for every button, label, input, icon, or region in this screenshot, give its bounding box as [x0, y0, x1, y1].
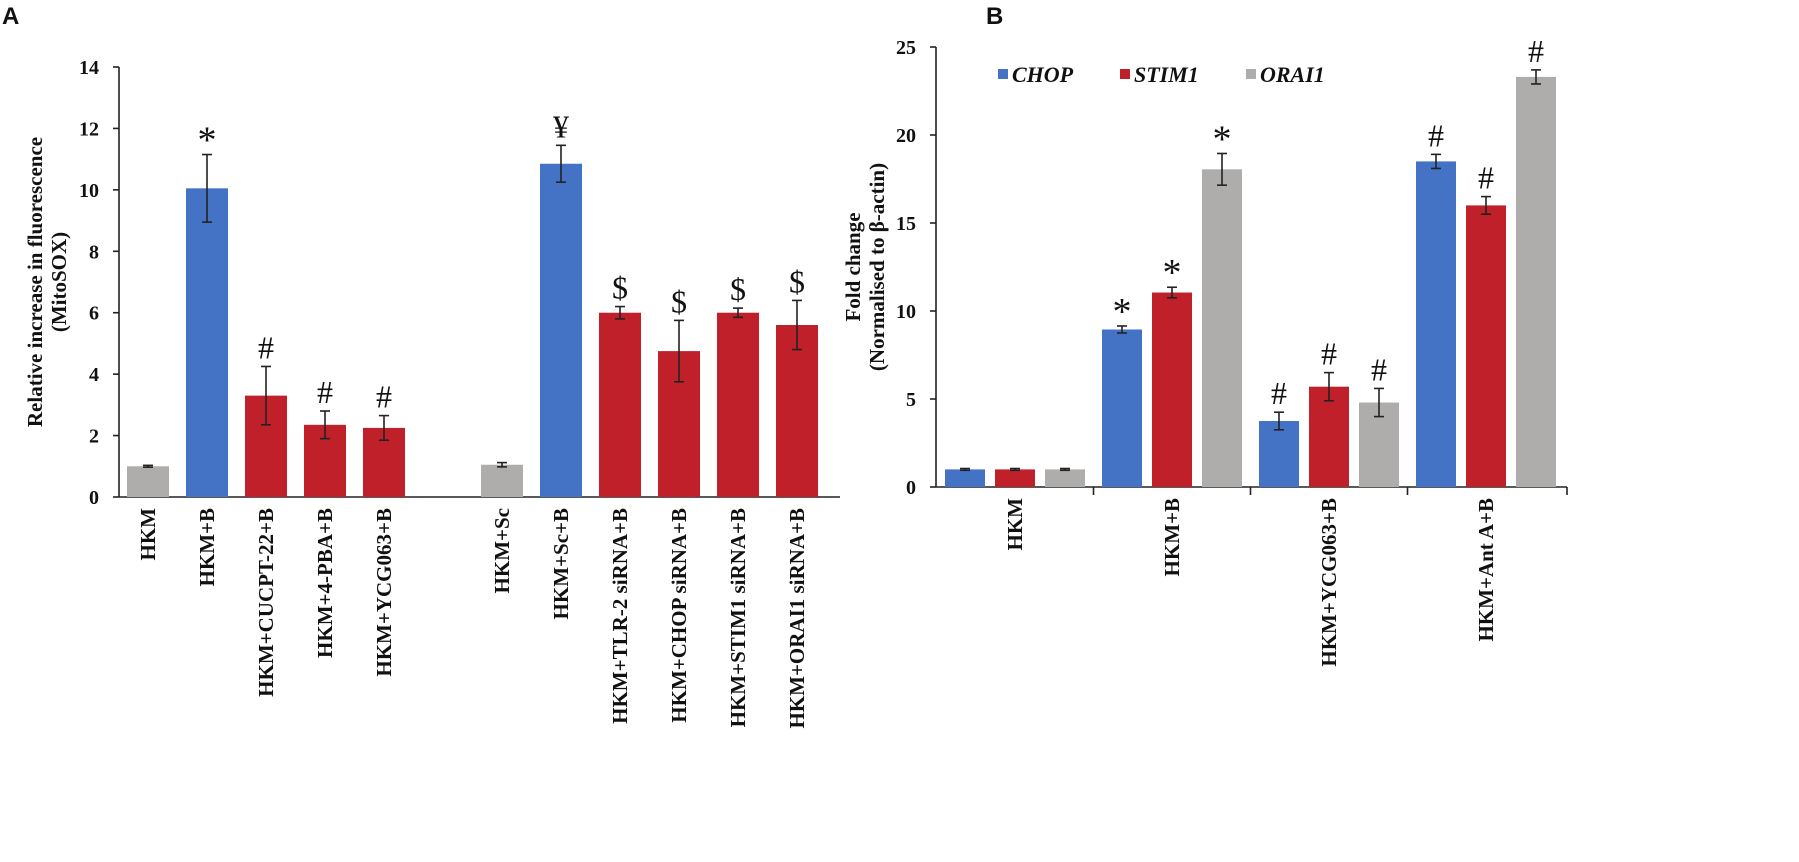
panel-a-significance-mark: $	[671, 283, 687, 319]
panel-b-category-label: HKM+YCG063+B	[1317, 498, 1341, 667]
panel-a-significance-mark: $	[730, 271, 746, 307]
panel-b-bar-stim1	[1309, 386, 1349, 487]
panel-a-category-label: HKM	[136, 508, 160, 561]
panel-b-legend-label-orai1: ORAI1	[1260, 62, 1325, 87]
panel-b-significance-mark: #	[1528, 33, 1544, 69]
panel-a-bar	[776, 325, 818, 497]
panel-a-significance-mark: #	[376, 379, 392, 415]
panel-a-category-label: HKM+Sc+B	[549, 508, 573, 619]
panel-a-bar	[540, 163, 582, 497]
panel-a-chart: 0 2 4 6 8 10 12 14 Relative increase in fluoresc…	[23, 57, 840, 729]
panel-b-legend-swatch-stim1	[1120, 69, 1130, 79]
panel-a-significance-mark: *	[198, 120, 217, 162]
panel-b-bar-stim1	[1152, 292, 1192, 487]
panel-a-y-tick-label: 6	[89, 303, 99, 325]
panel-b-significance-mark: #	[1321, 336, 1337, 372]
panel-b-significance-mark: *	[1163, 252, 1182, 294]
panel-b-y-axis-label: Fold change(Normalised to β-actin)	[841, 163, 889, 371]
panel-a-bar	[186, 188, 228, 498]
panel-b-bar-orai1	[1045, 469, 1085, 487]
panel-b-bar-chop	[1102, 329, 1142, 487]
panel-a-y-tick-label: 10	[79, 180, 99, 202]
panel-b-y-tick-label: 25	[896, 37, 916, 59]
panel-a-y-tick-label: 14	[79, 57, 99, 79]
panel-b-significance-mark: #	[1371, 351, 1387, 387]
panel-b-significance-mark: #	[1478, 160, 1494, 196]
panel-a-y-axis-label: Relative increase in fluorescence(MitoSO…	[23, 137, 71, 427]
panel-a-category-label: HKM+ORAI1 siRNA+B	[785, 508, 809, 729]
panel-a-y-axis-label-line: Relative increase in fluorescence	[23, 137, 47, 427]
panel-a-bar	[717, 312, 759, 497]
panel-b-y-axis-label-line: Fold change	[841, 212, 865, 321]
panel-b-y-tick-label: 15	[896, 213, 916, 235]
panel-a-y-axis-label-line: (MitoSOX)	[47, 232, 71, 332]
panel-a-bar	[599, 312, 641, 497]
panel-b-significance-mark: #	[1271, 375, 1287, 411]
panel-a-category-label: HKM+CHOP siRNA+B	[667, 508, 691, 723]
panel-b-y-tick-label: 10	[896, 301, 916, 323]
panel-b-y-tick-label: 20	[896, 125, 916, 147]
panel-b-category-label: HKM+B	[1160, 498, 1184, 576]
panel-b-legend-label-chop: CHOP	[1012, 62, 1074, 87]
panel-b-legend-swatch-orai1	[1246, 69, 1256, 79]
panel-a-category-label: HKM+STIM1 siRNA+B	[726, 508, 750, 727]
panel-a-category-label: HKM+YCG063+B	[372, 508, 396, 677]
panel-b-bar-chop	[1416, 161, 1456, 487]
panel-b-y-tick-label: 5	[906, 389, 916, 411]
panel-a-category-label: HKM+Sc	[490, 508, 514, 593]
panel-b-y-tick-label: 0	[906, 477, 916, 499]
panel-a-category-label: HKM+CUCPT-22+B	[254, 508, 278, 697]
panel-a-category-label: HKM+TLR-2 siRNA+B	[608, 508, 632, 724]
panel-b-legend-swatch-chop	[998, 69, 1008, 79]
panel-a-significance-mark: $	[612, 270, 628, 306]
panel-a-bar	[127, 466, 169, 497]
panel-b-significance-mark: #	[1428, 117, 1444, 153]
panel-a-category-label: HKM+B	[195, 508, 219, 586]
panel-a-significance-mark: $	[789, 263, 805, 299]
panel-a-y-tick-label: 4	[89, 364, 99, 386]
panel-b-significance-mark: *	[1113, 291, 1132, 333]
panel-a-y-tick-label: 12	[79, 118, 99, 140]
panel-b-bar-stim1	[995, 469, 1035, 487]
panel-b-letter: B	[986, 3, 1003, 30]
panel-b-category-label: HKM+Ant A+B	[1474, 498, 1498, 642]
panel-a-letter: A	[2, 3, 19, 30]
panel-b-legend-label-stim1: STIM1	[1134, 62, 1199, 87]
panel-a-significance-mark: #	[258, 329, 274, 365]
panel-a-significance-mark: #	[317, 374, 333, 410]
panel-a-y-tick-label: 8	[89, 241, 99, 263]
panel-a-y-tick-label: 0	[89, 487, 99, 509]
panel-a-category-label: HKM+4-PBA+B	[313, 508, 337, 658]
panel-b-legend: CHOP STIM1 ORAI1	[998, 62, 1325, 87]
panel-b-chart: 0 5 10 15 20 25 Fold change(Normalised to β-ac…	[841, 33, 1568, 667]
panel-b-y-axis-label-line: (Normalised to β-actin)	[865, 163, 889, 371]
panel-b-bar-orai1	[1202, 169, 1242, 487]
panel-a-significance-mark: ¥	[553, 108, 569, 144]
panel-b-significance-mark: *	[1213, 118, 1232, 160]
panel-b-bar-orai1	[1516, 76, 1556, 488]
panel-b-bar-chop	[1259, 421, 1299, 487]
panel-b-bar-stim1	[1466, 205, 1506, 487]
panel-a-bar	[481, 464, 523, 497]
panel-a-y-tick-label: 2	[89, 426, 99, 448]
panel-b-bar-chop	[945, 469, 985, 487]
panel-b-category-label: HKM	[1003, 498, 1027, 551]
